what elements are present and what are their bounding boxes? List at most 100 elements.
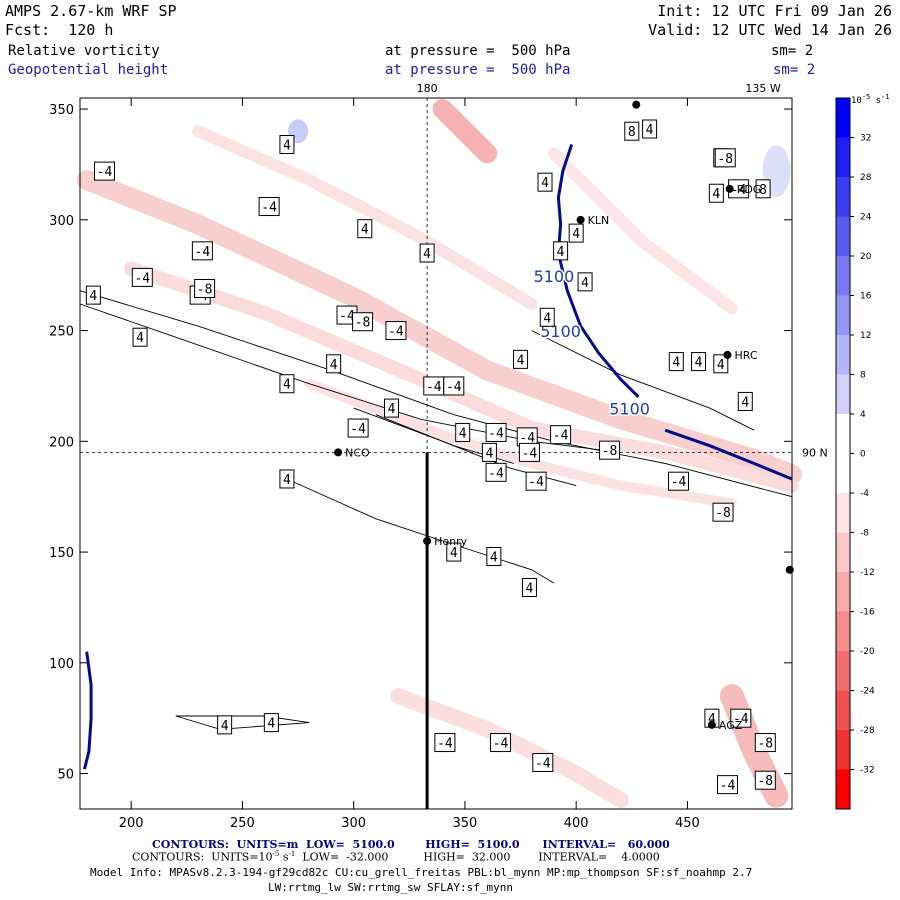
- colorbar-segment: [836, 769, 850, 810]
- vorticity-label-box: [279, 374, 295, 394]
- vorticity-label-text: -8: [715, 506, 731, 521]
- vorticity-label-text: 4: [330, 358, 338, 373]
- vorticity-label-box: [521, 578, 537, 598]
- vorticity-label-text: -8: [757, 737, 773, 752]
- vorticity-label: 4: [708, 183, 724, 203]
- vorticity-label-text: 4: [490, 550, 498, 565]
- vorticity-label-text: -4: [97, 165, 113, 180]
- vorticity-label: -4: [191, 241, 213, 261]
- vorticity-label: -4: [730, 708, 752, 728]
- vorticity-label-text: 4: [459, 426, 467, 441]
- field1-level: at pressure = 500 hPa: [385, 43, 571, 59]
- model-title: AMPS 2.67-km WRF SP: [5, 2, 177, 20]
- field2-name: Geopotential height: [8, 62, 169, 78]
- vorticity-label-box: [550, 425, 572, 445]
- vorticity-label-box: [537, 172, 553, 192]
- vorticity-label-text: 4: [712, 187, 720, 202]
- vorticity-label: 4: [553, 241, 569, 261]
- station-marker: [725, 184, 734, 193]
- vorticity-label-box: [490, 733, 512, 753]
- vorticity-contour-line: [79, 290, 793, 498]
- vorticity-label: 4: [513, 349, 529, 369]
- vorticity-label-text: -4: [493, 737, 509, 752]
- vorticity-label-text: 4: [450, 546, 458, 561]
- vorticity-label: -8: [599, 440, 621, 460]
- vorticity-label: 4: [568, 223, 584, 243]
- x-tick-label: 250: [230, 816, 255, 831]
- vorticity-label-text: -4: [731, 183, 747, 198]
- vorticity-label-box: [712, 502, 734, 522]
- footer-model-info-2: LW:rrtmg_lw SW:rrtmg_sw SFLAY:sf_mynn: [268, 881, 514, 894]
- x-tick-label: 450: [675, 816, 700, 831]
- valid-time: Valid: 12 UTC Wed 14 Jan 26: [648, 21, 892, 39]
- colorbar-tick-label: -12: [860, 568, 875, 578]
- height-contour-line: [664, 428, 793, 481]
- vorticity-label: 4: [419, 243, 435, 263]
- vorticity-label-text: -4: [134, 271, 150, 286]
- vorticity-label-box: [518, 442, 540, 462]
- vorticity-label-box: [754, 733, 776, 753]
- vorticity-label: 4: [642, 119, 658, 139]
- vorticity-label: -4: [668, 471, 690, 491]
- vorticity-label-text: 4: [741, 395, 749, 410]
- vorticity-label-text: 8: [628, 125, 636, 140]
- x-tick-label: 400: [564, 816, 589, 831]
- vorticity-label-text: 4: [136, 331, 144, 346]
- vorticity-label: -4: [550, 425, 572, 445]
- vorticity-label: -4: [258, 197, 280, 217]
- y-tick-label: 350: [49, 103, 74, 118]
- vorticity-label-text: 4: [526, 582, 534, 597]
- station-marker: [723, 350, 732, 359]
- vorticity-shading-band: [191, 125, 538, 310]
- colorbar-segment: [836, 651, 850, 691]
- vorticity-label-box: [357, 219, 373, 239]
- y-tick-label: 200: [49, 435, 74, 450]
- colorbar-tick-label: 12: [860, 331, 871, 341]
- colorbar-units: 10-5 s-1: [851, 93, 890, 106]
- vorticity-label: 4: [263, 713, 279, 733]
- colorbar-tick-label: 24: [860, 213, 872, 223]
- station-marker: [632, 100, 641, 109]
- vorticity-label-text: -4: [261, 201, 277, 216]
- vorticity-label-box: [568, 223, 584, 243]
- vorticity-label-text: -8: [717, 152, 733, 167]
- vorticity-label-text: -4: [553, 429, 569, 444]
- y-tick-label: 300: [49, 214, 74, 229]
- colorbar-segment: [836, 493, 850, 533]
- lon-135w-label: 135 W: [745, 82, 780, 95]
- vorticity-label-box: [446, 542, 462, 562]
- y-tick-label: 50: [57, 768, 74, 783]
- vorticity-label: -4: [716, 775, 738, 795]
- vorticity-label-box: [599, 440, 621, 460]
- vorticity-label: -4: [518, 442, 540, 462]
- vorticity-label: 4: [537, 172, 553, 192]
- vorticity-label-text: -4: [671, 475, 687, 490]
- vorticity-label-box: [434, 733, 456, 753]
- vorticity-label-box: [485, 422, 507, 442]
- vorticity-label-text: 4: [267, 717, 275, 732]
- colorbar-tick-label: -4: [860, 489, 869, 499]
- colorbar-tick-label: -20: [860, 647, 875, 657]
- vorticity-label-box: [132, 327, 148, 347]
- forecast-hour: Fcst: 120 h: [5, 21, 114, 39]
- colorbar-segment: [836, 335, 850, 375]
- colorbar-segment: [836, 374, 850, 415]
- vorticity-label-text: 4: [361, 223, 369, 238]
- footer-height-contours: CONTOURS: UNITS=m LOW= 5100.0 HIGH= 5100…: [152, 838, 670, 851]
- vorticity-label: -4: [485, 462, 507, 482]
- vorticity-label-text: 4: [543, 311, 551, 326]
- field1-name: Relative vorticity: [8, 43, 160, 59]
- lon-180-label: 180: [417, 82, 438, 95]
- station-marker: [576, 215, 585, 224]
- field2-smoothing: sm= 2: [773, 62, 816, 78]
- vorticity-label-text: 4: [517, 353, 525, 368]
- vorticity-label-text: 4: [572, 227, 580, 242]
- vorticity-label-text: -8: [757, 774, 773, 789]
- colorbar-segment: [836, 216, 850, 257]
- field1-smoothing: sm= 2: [771, 43, 814, 59]
- vorticity-label: 4: [85, 285, 101, 305]
- vorticity-label-box: [754, 770, 776, 790]
- vorticity-contour-line: [286, 478, 555, 584]
- vorticity-label-text: 4: [423, 247, 431, 262]
